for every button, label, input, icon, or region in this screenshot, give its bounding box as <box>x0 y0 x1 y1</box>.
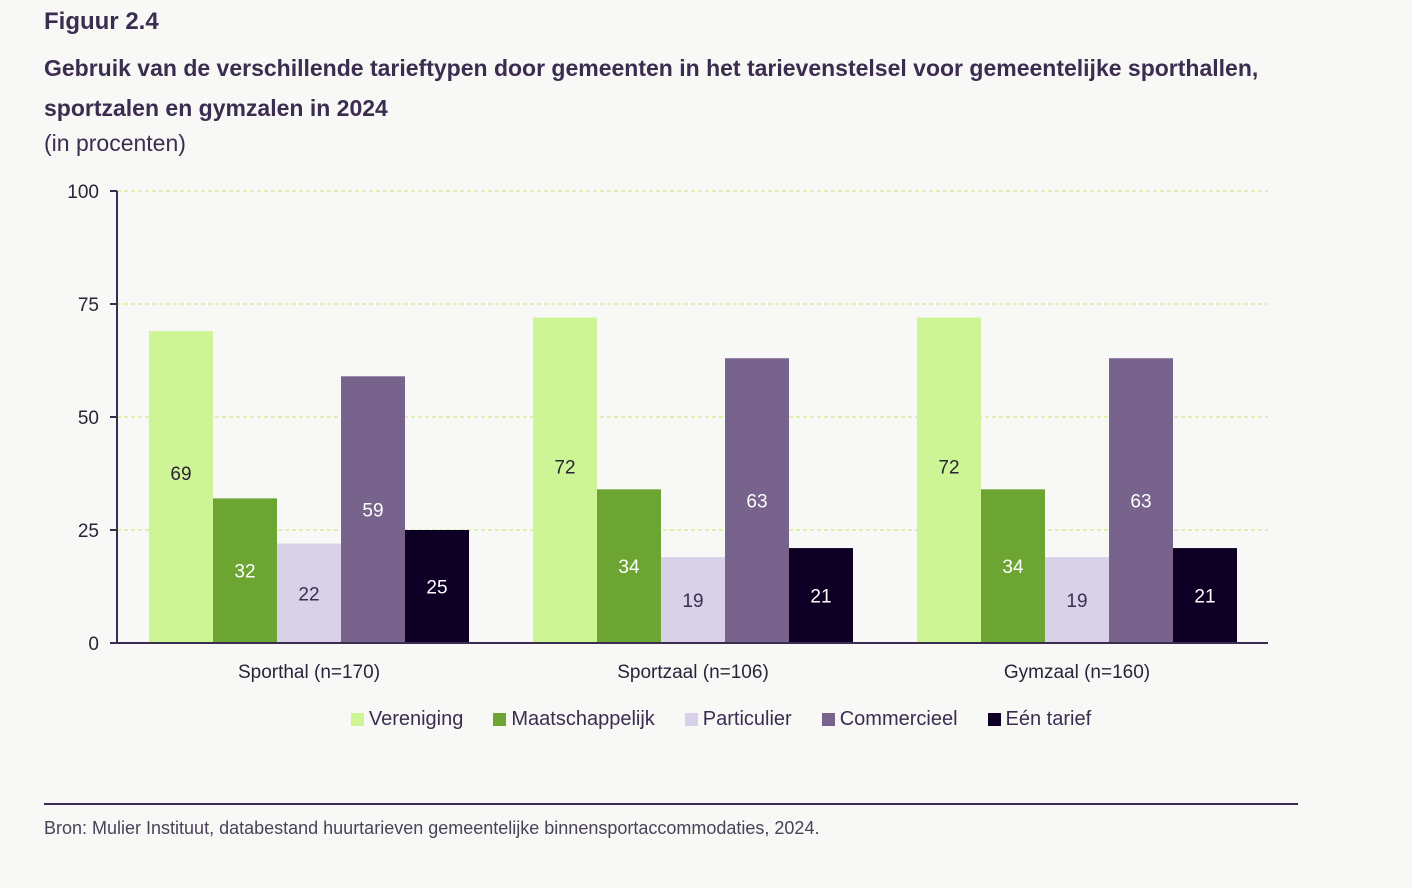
bar-e-n-tarief <box>1173 548 1237 643</box>
source-note: Bron: Mulier Instituut, databestand huur… <box>44 818 820 838</box>
category-label: Sportzaal (n=106) <box>617 662 769 683</box>
data-label: 19 <box>1066 591 1087 612</box>
data-label: 72 <box>554 457 575 478</box>
bar-e-n-tarief <box>789 548 853 643</box>
bar-particulier <box>277 543 341 643</box>
legend-swatch <box>987 713 1001 726</box>
legend-item: Vereniging <box>350 708 464 731</box>
legend-item: Maatschappelijk <box>493 708 655 731</box>
legend-swatch <box>684 713 698 726</box>
legend-item: Commercieel <box>821 708 958 731</box>
bar-commercieel <box>725 358 789 643</box>
y-tick-label: 75 <box>78 295 99 316</box>
category-label: Sporthal (n=170) <box>238 662 380 683</box>
bar-maatschappelijk <box>213 498 277 643</box>
bar-vereniging <box>149 331 213 643</box>
bar-particulier <box>661 557 725 643</box>
chart-title: Gebruik van de verschillende tarieftypen… <box>44 55 1259 121</box>
y-tick-label: 0 <box>88 634 99 655</box>
legend-item: Eén tarief <box>987 708 1092 731</box>
data-label: 34 <box>618 557 640 578</box>
legend-label: Vereniging <box>368 708 464 730</box>
data-label: 72 <box>938 457 959 478</box>
bar-maatschappelijk <box>597 489 661 643</box>
data-label: 25 <box>426 578 447 599</box>
legend-label: Eén tarief <box>1005 708 1092 730</box>
divider <box>44 803 1298 805</box>
data-label: 21 <box>1194 587 1215 608</box>
legend-swatch <box>493 713 507 726</box>
bar-maatschappelijk <box>981 489 1045 643</box>
bar-e-n-tarief <box>405 530 469 643</box>
data-label: 32 <box>234 562 255 583</box>
data-label: 21 <box>810 587 831 608</box>
y-tick-label: 50 <box>78 408 99 429</box>
bar-commercieel <box>341 376 405 643</box>
legend-swatch <box>350 713 364 726</box>
bar-vereniging <box>533 317 597 643</box>
data-label: 19 <box>682 591 703 612</box>
legend-item: Particulier <box>684 708 792 731</box>
bar-commercieel <box>1109 358 1173 643</box>
legend-label: Commercieel <box>839 708 958 730</box>
category-label: Gymzaal (n=160) <box>1004 662 1150 683</box>
data-label: 69 <box>170 464 191 485</box>
legend-label: Particulier <box>702 708 792 730</box>
bar-chart: 0 25 50 75 100 69 32 22 59 25 Sporthal (n=170) 72 34… <box>67 182 1268 683</box>
data-label: 34 <box>1002 557 1024 578</box>
y-tick-label: 25 <box>78 521 99 542</box>
bar-vereniging <box>917 317 981 643</box>
data-label: 59 <box>362 501 383 522</box>
y-tick-label: 100 <box>67 182 99 203</box>
bar-particulier <box>1045 557 1109 643</box>
chart-subtitle: (in procenten) <box>44 130 186 156</box>
legend-label: Maatschappelijk <box>511 708 655 730</box>
figure-label: Figuur 2.4 <box>44 8 159 35</box>
legend-swatch <box>821 713 835 726</box>
data-label: 22 <box>298 584 319 605</box>
data-label: 63 <box>746 492 767 513</box>
data-label: 63 <box>1130 492 1151 513</box>
legend: Vereniging Maatschappelijk Particulier Comm… <box>0 708 1412 731</box>
